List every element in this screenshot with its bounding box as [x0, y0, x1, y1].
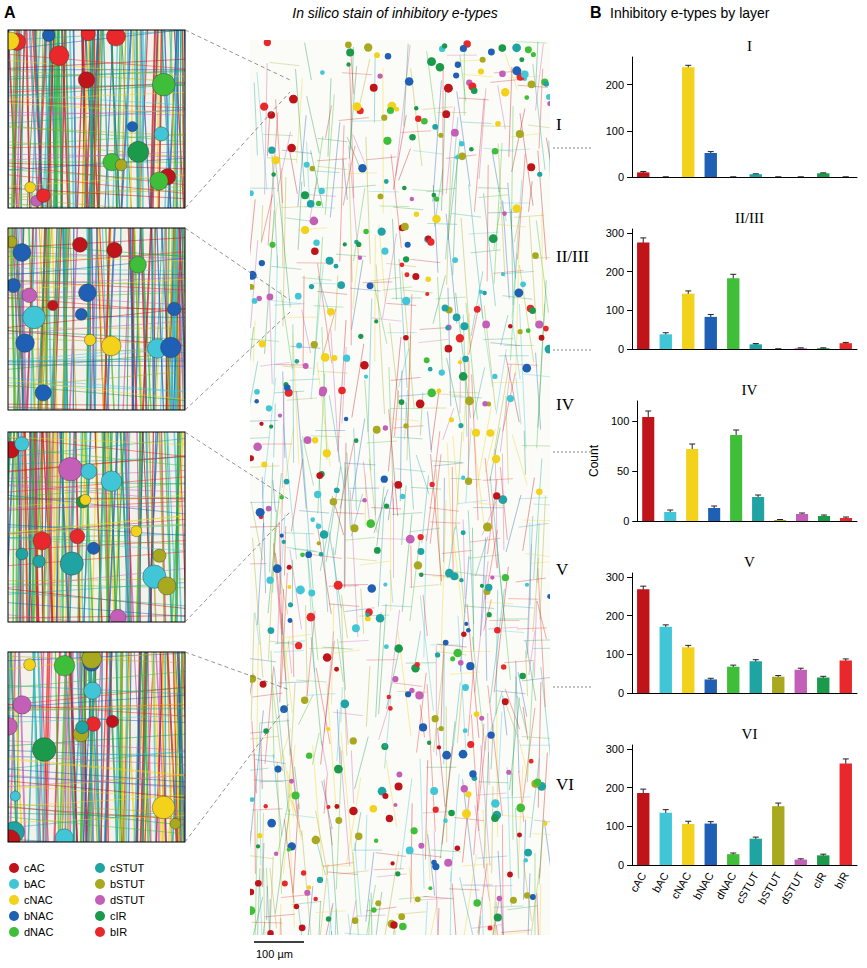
svg-text:0: 0: [618, 859, 624, 871]
svg-text:II/III: II/III: [735, 210, 764, 226]
svg-text:0: 0: [618, 687, 624, 699]
svg-text:bAC: bAC: [24, 878, 45, 890]
svg-text:bSTUT: bSTUT: [110, 878, 145, 890]
svg-text:dSTUT: dSTUT: [110, 894, 145, 906]
svg-text:IV: IV: [556, 395, 575, 414]
svg-text:VI: VI: [742, 726, 758, 742]
svg-text:200: 200: [606, 610, 624, 622]
svg-text:dNAC: dNAC: [713, 870, 739, 902]
svg-text:dSTUT: dSTUT: [778, 870, 806, 906]
svg-text:B: B: [590, 4, 602, 21]
svg-text:0: 0: [618, 343, 624, 355]
svg-text:bAC: bAC: [650, 870, 671, 895]
svg-text:VI: VI: [556, 775, 574, 794]
svg-text:Inhibitory e-types by layer: Inhibitory e-types by layer: [610, 5, 770, 21]
svg-text:bNAC: bNAC: [24, 910, 53, 922]
svg-text:50: 50: [617, 465, 629, 477]
svg-text:II/III: II/III: [556, 247, 589, 266]
svg-text:bSTUT: bSTUT: [755, 870, 784, 907]
svg-text:I: I: [747, 38, 752, 54]
svg-text:100: 100: [606, 648, 624, 660]
svg-text:300: 300: [606, 743, 624, 755]
svg-text:200: 200: [606, 79, 624, 91]
svg-text:200: 200: [606, 266, 624, 278]
svg-text:0: 0: [618, 171, 624, 183]
svg-text:A: A: [4, 4, 16, 21]
svg-text:100 µm: 100 µm: [256, 948, 293, 960]
svg-text:V: V: [744, 554, 755, 570]
svg-text:Count: Count: [587, 444, 601, 477]
svg-text:bNAC: bNAC: [691, 870, 716, 901]
svg-text:cIR: cIR: [110, 910, 127, 922]
svg-text:100: 100: [606, 304, 624, 316]
svg-text:cNAC: cNAC: [24, 894, 53, 906]
svg-text:V: V: [556, 560, 569, 579]
svg-text:100: 100: [611, 415, 629, 427]
svg-text:In silico stain of inhibitory: In silico stain of inhibitory e-types: [292, 5, 497, 21]
svg-text:dNAC: dNAC: [24, 926, 53, 938]
svg-text:cAC: cAC: [24, 862, 45, 874]
svg-text:200: 200: [606, 782, 624, 794]
svg-text:IV: IV: [742, 382, 758, 398]
svg-text:100: 100: [606, 125, 624, 137]
svg-text:cSTUT: cSTUT: [110, 862, 145, 874]
svg-text:cNAC: cNAC: [669, 870, 694, 901]
svg-text:I: I: [556, 115, 562, 134]
svg-text:cIR: cIR: [810, 870, 829, 890]
svg-text:0: 0: [623, 515, 629, 527]
svg-text:bIR: bIR: [832, 870, 851, 891]
svg-text:300: 300: [606, 227, 624, 239]
svg-text:100: 100: [606, 820, 624, 832]
svg-text:cAC: cAC: [628, 870, 649, 894]
svg-text:bIR: bIR: [110, 926, 127, 938]
svg-text:300: 300: [606, 571, 624, 583]
svg-text:cSTUT: cSTUT: [733, 870, 761, 906]
